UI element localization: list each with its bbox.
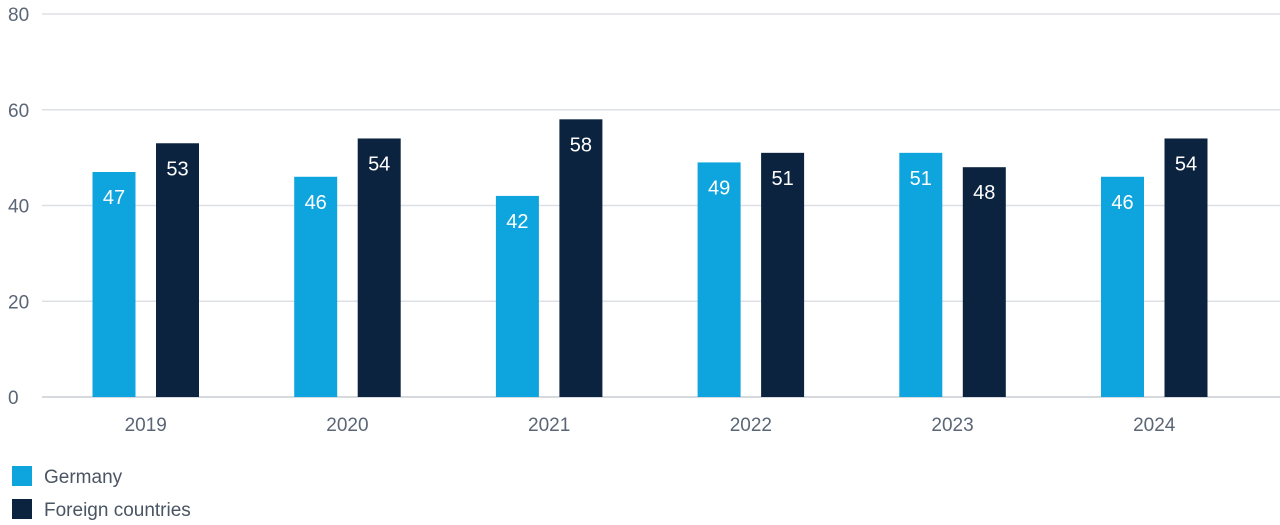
data-label: 46: [1111, 192, 1133, 214]
y-tick-label: 0: [8, 388, 19, 409]
bar-germany-2022: [697, 162, 741, 397]
legend-label: Foreign countries: [44, 500, 191, 521]
x-tick-label: 2024: [1133, 415, 1176, 436]
data-label: 58: [570, 134, 592, 156]
y-tick-label: 20: [8, 292, 29, 313]
x-tick-label: 2022: [730, 415, 772, 436]
legend: Germany Foreign countries: [12, 466, 191, 521]
x-tick-label: 2021: [528, 415, 570, 436]
data-label: 47: [103, 187, 125, 209]
x-tick-label: 2023: [931, 415, 973, 436]
y-tick-label: 40: [8, 197, 29, 218]
y-axis-tick-labels: 0 20 40 60 80: [8, 5, 29, 409]
data-label: 54: [1175, 153, 1197, 175]
data-labels: 47 53 46 54 42 58 49 51 51 48 46 54: [103, 134, 1197, 233]
data-label: 51: [771, 168, 793, 190]
data-label: 53: [166, 158, 188, 180]
bar-germany-2021: [495, 195, 539, 397]
legend-item-foreign-countries: Foreign countries: [12, 499, 191, 521]
data-label: 48: [973, 182, 995, 204]
bar-germany-2019: [92, 171, 136, 397]
bar-germany-2024: [1101, 176, 1144, 397]
bar-germany-2023: [899, 152, 943, 397]
grid-lines: [42, 13, 1280, 398]
bar-foreign-countries-2020: [357, 138, 401, 397]
data-label: 46: [305, 192, 327, 214]
bar-foreign-countries-2021: [559, 119, 603, 397]
legend-swatch: [12, 499, 32, 519]
bar-germany-2020: [294, 176, 338, 397]
data-label: 54: [368, 153, 390, 175]
x-axis-tick-labels: 2019 2020 2021 2022 2023 2024: [125, 415, 1176, 436]
y-tick-label: 80: [8, 5, 29, 26]
x-tick-label: 2020: [326, 415, 368, 436]
bar-foreign-countries-2022: [761, 152, 805, 397]
bar-foreign-countries-2019: [156, 143, 199, 397]
legend-label: Germany: [44, 467, 123, 488]
bar-foreign-countries-2024: [1164, 138, 1208, 397]
bars: [92, 119, 1208, 397]
bar-foreign-countries-2023: [962, 167, 1006, 397]
x-tick-label: 2019: [125, 415, 167, 436]
y-tick-label: 60: [8, 101, 29, 122]
legend-swatch: [12, 466, 32, 486]
data-label: 42: [506, 211, 528, 233]
legend-item-germany: Germany: [12, 466, 123, 488]
data-label: 51: [910, 168, 932, 190]
data-label: 49: [708, 177, 730, 199]
